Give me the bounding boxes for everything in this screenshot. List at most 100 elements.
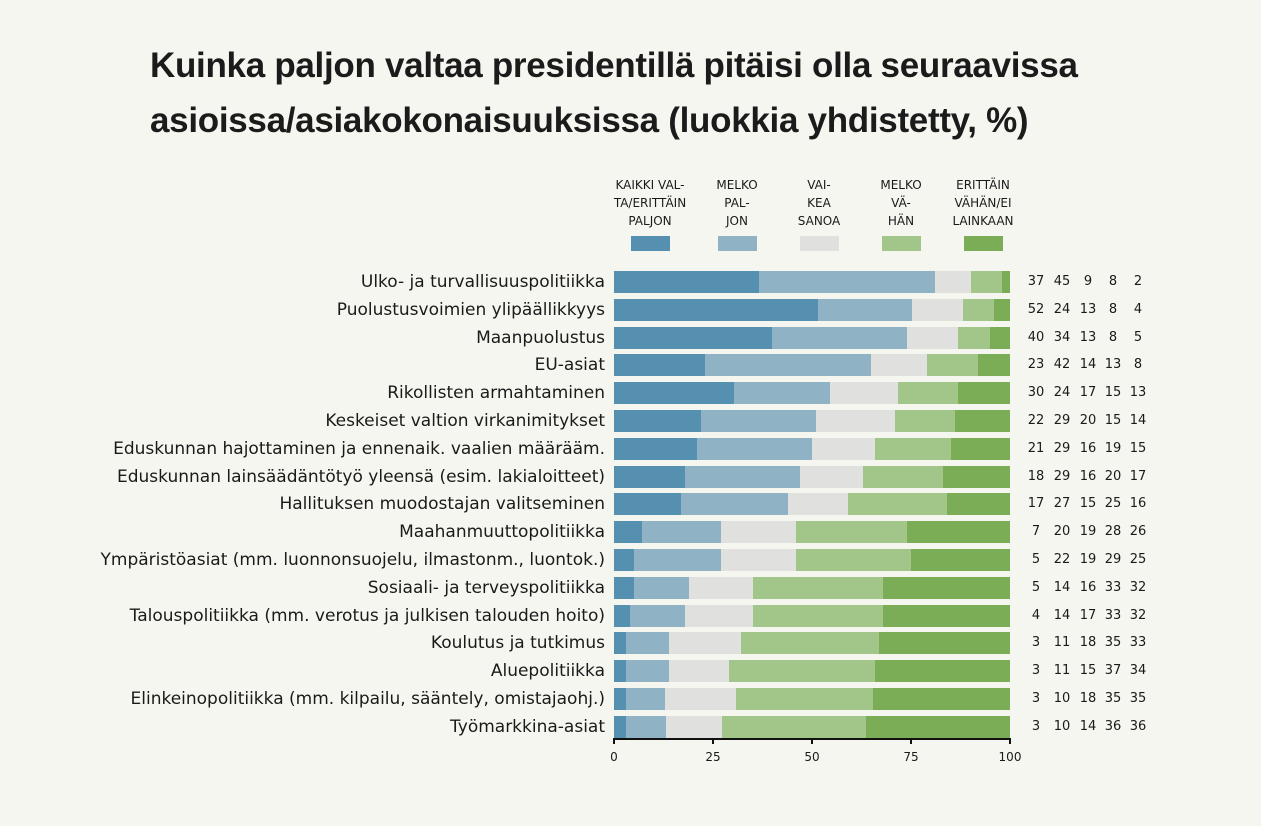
value-label: 11 — [1053, 635, 1071, 651]
bar-segment — [875, 660, 1010, 683]
value-label: 19 — [1104, 440, 1122, 456]
value-label: 35 — [1104, 691, 1122, 706]
bar-segment — [883, 604, 1010, 627]
value-label: 24 — [1053, 385, 1071, 401]
bar-segment — [759, 271, 936, 293]
category-label: Elinkeinopolitiikka (mm. kilpailu, säänt… — [130, 689, 606, 709]
bar-segment — [898, 382, 958, 405]
legend-item: ERITTÄIN VÄHÄN/EI LAINKAAN — [938, 176, 1028, 251]
bar-segment — [910, 549, 1010, 571]
bar-segment — [614, 576, 634, 599]
bar-row — [614, 410, 1010, 432]
legend-item: KAIKKI VAL- TA/ERITTÄIN PALJON — [605, 176, 695, 251]
category-label: Aluepolitiikka — [490, 661, 605, 682]
value-label: 4 — [1031, 607, 1041, 623]
bar-segment — [681, 493, 789, 516]
bar-segment — [641, 521, 721, 544]
value-label: 33 — [1129, 635, 1147, 651]
bar-segment — [614, 604, 630, 627]
bar-segment — [625, 688, 665, 710]
value-label: 30 — [1027, 385, 1045, 401]
value-label: 22 — [1027, 413, 1045, 428]
value-label: 3 — [1031, 691, 1041, 706]
x-tick-label: 0 — [610, 750, 618, 764]
value-label: 34 — [1129, 663, 1147, 679]
value-label: 20 — [1079, 413, 1097, 428]
legend-label: VAI- KEA SANOA — [797, 178, 841, 228]
value-label: 15 — [1104, 385, 1122, 401]
value-label: 16 — [1079, 468, 1097, 484]
bar-segment — [946, 493, 1010, 516]
bar-segment — [911, 298, 963, 321]
value-label: 23 — [1027, 357, 1045, 373]
value-label: 28 — [1104, 524, 1122, 540]
value-label: 20 — [1104, 468, 1122, 484]
legend-label: ERITTÄIN VÄHÄN/EI LAINKAAN — [952, 178, 1014, 228]
bar-segment — [614, 298, 818, 321]
legend-swatch — [963, 236, 1003, 251]
bar-segment — [958, 326, 991, 349]
category-label: Ympäristöasiat (mm. luonnonsuojelu, ilma… — [100, 550, 606, 570]
legend-item: MELKO PAL- JON — [692, 176, 782, 251]
category-label: Puolustusvoimien ylipäällikkyys — [336, 299, 605, 320]
bar-segment — [950, 437, 1010, 460]
value-label: 11 — [1053, 663, 1071, 679]
value-label: 2 — [1133, 274, 1143, 289]
category-label: Talouspolitiikka (mm. verotus ja julkise… — [129, 605, 605, 626]
bar-segment — [625, 632, 670, 655]
legend-label: KAIKKI VAL- TA/ERITTÄIN PALJON — [613, 178, 687, 228]
x-tick — [613, 738, 615, 744]
value-label: 9 — [1083, 274, 1093, 289]
bar-segment — [614, 271, 760, 293]
bar-segment — [685, 604, 753, 627]
value-label: 18 — [1079, 691, 1097, 706]
legend-swatch — [799, 236, 839, 251]
category-label: Eduskunnan lainsäädäntötyö yleensä (esim… — [116, 466, 605, 487]
value-label: 17 — [1079, 385, 1097, 401]
bar-segment — [942, 465, 1010, 488]
legend-label: MELKO PAL- JON — [716, 178, 758, 228]
bar-row — [614, 382, 1010, 405]
bar-segment — [872, 688, 1010, 710]
value-label: 17 — [1129, 468, 1147, 484]
bar-segment — [626, 715, 666, 738]
bar-row — [614, 604, 1010, 627]
bar-segment — [796, 549, 911, 571]
value-label: 29 — [1053, 468, 1071, 484]
bar-segment — [697, 437, 812, 460]
bar-segment — [990, 326, 1010, 349]
legend-label: MELKO VÄ- HÄN — [880, 178, 922, 228]
bar-segment — [705, 354, 872, 377]
value-label: 16 — [1079, 440, 1097, 456]
bar-row — [614, 354, 1010, 377]
value-label: 16 — [1079, 579, 1097, 595]
value-label: 21 — [1027, 440, 1045, 456]
value-label: 3 — [1031, 635, 1041, 651]
bar-segment — [796, 521, 908, 544]
value-label: 19 — [1079, 524, 1097, 540]
legend-swatch — [881, 236, 921, 251]
value-label: 20 — [1053, 524, 1071, 540]
bar-segment — [815, 410, 896, 432]
category-label: Keskeiset valtion virkanimitykset — [325, 411, 605, 431]
bar-segment — [685, 465, 801, 488]
bar-segment — [614, 660, 626, 683]
value-label: 37 — [1104, 663, 1122, 679]
bar-segment — [926, 354, 979, 377]
value-label: 35 — [1104, 635, 1122, 651]
bar-segment — [669, 660, 729, 683]
value-label: 4 — [1133, 301, 1143, 317]
value-label: 14 — [1079, 357, 1097, 373]
bar-segment — [614, 354, 706, 377]
bar-segment — [720, 549, 797, 571]
bar-segment — [811, 437, 876, 460]
bar-segment — [772, 326, 908, 349]
value-label: 36 — [1104, 718, 1122, 734]
value-label: 7 — [1031, 524, 1041, 540]
value-label: 42 — [1053, 357, 1071, 373]
bar-segment — [614, 632, 626, 655]
bar-row — [614, 688, 1010, 710]
bar-segment — [907, 521, 1010, 544]
bar-row — [614, 632, 1010, 655]
category-label: Rikollisten armahtaminen — [387, 383, 605, 404]
